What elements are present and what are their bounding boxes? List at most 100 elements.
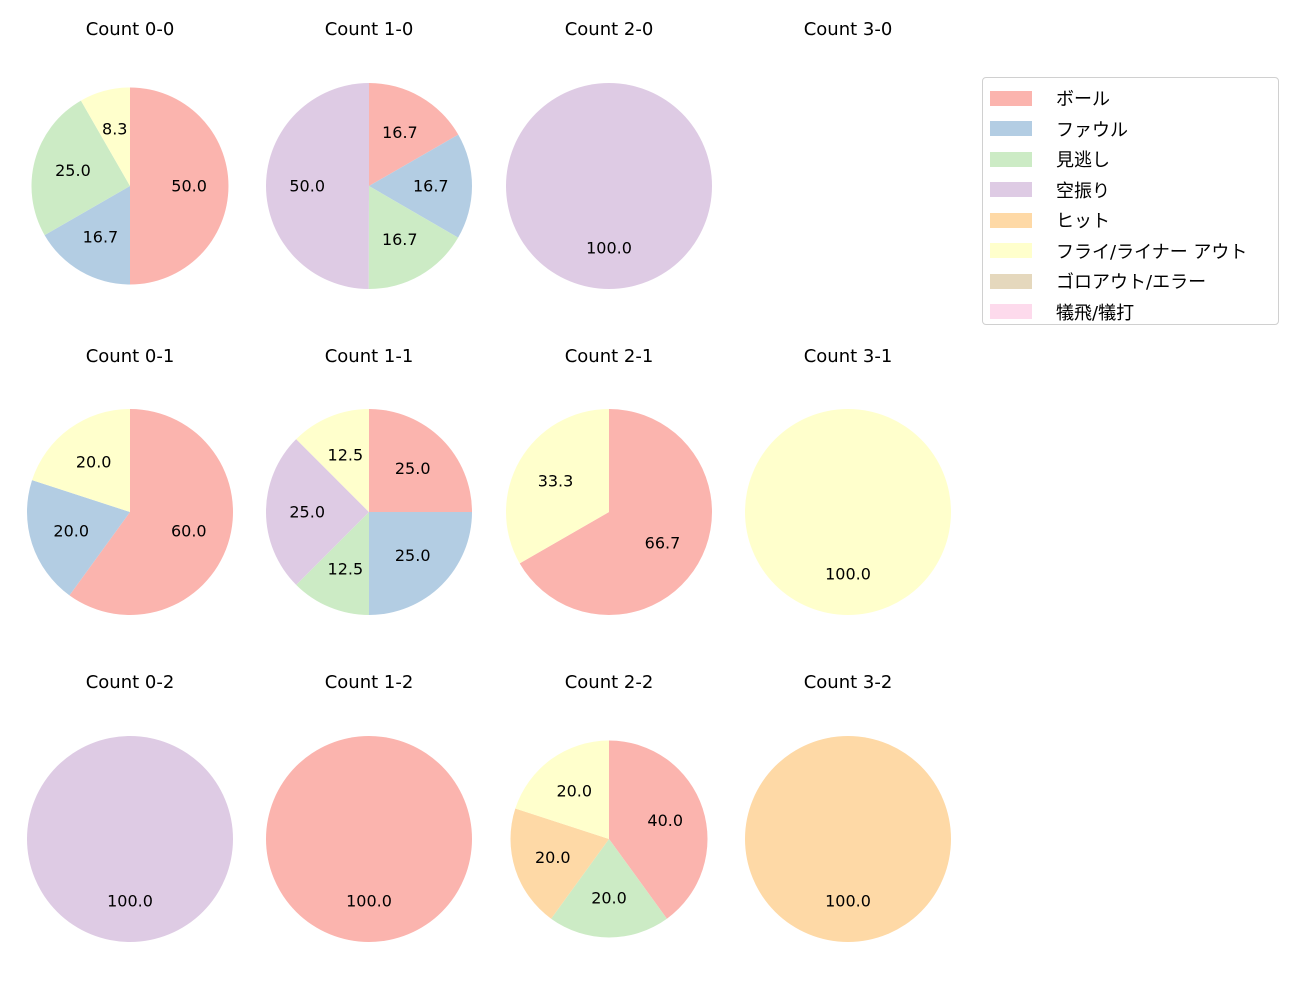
pie-slice-3 <box>27 736 233 942</box>
pie-slice-1 <box>44 186 130 285</box>
legend-item: 空振り <box>983 175 1278 206</box>
pie-slice-5 <box>32 409 130 512</box>
pie-count-3-0: Count 3-0 <box>804 19 893 40</box>
legend-swatch <box>990 273 1032 289</box>
pie-slice-2 <box>296 512 369 615</box>
pie-slice-4 <box>510 808 609 919</box>
slice-label: 8.3 <box>102 119 127 138</box>
pie-slice-5 <box>80 87 130 186</box>
pie-slice-2 <box>368 186 459 289</box>
slice-label: 66.7 <box>645 533 681 552</box>
slice-label: 50.0 <box>289 176 325 195</box>
pie-count-2-2: Count 2-2 40.0 20.0 20.0 20.0 <box>510 672 708 938</box>
pie-slice-5 <box>296 409 369 512</box>
pie-count-1-1: Count 1-1 25.0 25.0 12.5 25.0 12.5 <box>266 346 472 615</box>
pie-slice-2 <box>31 100 130 236</box>
pie-title: Count 2-1 <box>565 346 654 367</box>
pie-count-1-2: Count 1-2 100.0 <box>266 672 472 942</box>
slice-label: 25.0 <box>55 161 91 180</box>
pie-title: Count 2-2 <box>565 672 654 693</box>
pie-title: Count 0-0 <box>86 19 175 40</box>
pie-slice-3 <box>266 83 369 289</box>
slice-label: 16.7 <box>382 230 418 249</box>
slice-label: 33.3 <box>538 472 574 491</box>
pie-slice-1 <box>27 480 130 596</box>
pie-slice-4 <box>745 736 951 942</box>
pie-slice-5 <box>515 740 609 839</box>
pie-title: Count 0-2 <box>86 672 175 693</box>
slice-label: 20.0 <box>535 848 571 867</box>
legend-item: 見逃し <box>983 144 1278 175</box>
legend-swatch <box>990 182 1032 198</box>
slice-label: 40.0 <box>647 811 683 830</box>
pie-title: Count 1-2 <box>325 672 414 693</box>
legend-label: ゴロアウト/エラー <box>1056 272 1207 294</box>
pie-count-3-2: Count 3-2 100.0 <box>745 672 951 942</box>
slice-label: 100.0 <box>586 238 632 257</box>
legend-label: 見逃し <box>1056 150 1110 172</box>
pie-count-0-0: Count 0-0 50.0 16.7 25.0 8.3 <box>31 19 229 285</box>
pie-slice-0 <box>369 83 459 186</box>
pie-slice-0 <box>266 736 472 942</box>
legend-label: 犠飛/犠打 <box>1056 302 1135 324</box>
legend-label: ボール <box>1056 89 1110 111</box>
pie-slice-1 <box>369 134 473 238</box>
legend-swatch <box>990 304 1032 320</box>
legend-swatch <box>990 243 1032 259</box>
legend-item: ゴロアウト/エラー <box>983 266 1278 297</box>
pie-count-2-1: Count 2-1 66.7 33.3 <box>506 346 712 615</box>
pie-slice-1 <box>369 512 472 615</box>
slice-label: 12.5 <box>328 560 364 579</box>
pie-title: Count 1-1 <box>325 346 414 367</box>
pie-slice-0 <box>130 87 229 285</box>
legend-swatch <box>990 212 1032 228</box>
pie-title: Count 2-0 <box>565 19 654 40</box>
slice-label: 20.0 <box>76 453 112 472</box>
pie-count-0-1: Count 0-1 60.0 20.0 20.0 <box>27 346 234 616</box>
pie-slice-3 <box>506 83 712 289</box>
pie-count-2-0: Count 2-0 100.0 <box>506 19 712 289</box>
slice-label: 16.7 <box>83 228 119 247</box>
legend-item: フライ/ライナー アウト <box>983 236 1278 267</box>
pie-title: Count 0-1 <box>86 346 175 367</box>
slice-label: 16.7 <box>382 123 418 142</box>
slice-label: 25.0 <box>395 546 431 565</box>
pie-slice-5 <box>745 409 951 615</box>
slice-label: 60.0 <box>171 522 207 541</box>
slice-label: 25.0 <box>289 503 325 522</box>
slice-label: 16.7 <box>413 177 449 196</box>
legend-label: フライ/ライナー アウト <box>1056 241 1248 263</box>
slice-label: 100.0 <box>825 564 871 583</box>
slice-label: 100.0 <box>346 891 392 910</box>
pie-slice-3 <box>266 439 369 585</box>
slice-label: 25.0 <box>395 459 431 478</box>
pie-slice-0 <box>609 740 708 919</box>
pie-slice-2 <box>551 839 667 938</box>
pie-count-1-0: Count 1-0 16.7 16.7 16.7 50.0 <box>266 19 473 289</box>
slice-label: 50.0 <box>171 177 207 196</box>
pie-slice-0 <box>519 409 712 615</box>
legend: ボールファウル見逃し空振りヒットフライ/ライナー アウト ゴロアウト/エラー 犠飛/… <box>982 77 1279 325</box>
legend-item: ファウル <box>983 114 1278 145</box>
pie-slice-0 <box>69 409 234 616</box>
legend-item: 犠飛/犠打 <box>983 297 1278 328</box>
pie-title: Count 3-1 <box>804 346 893 367</box>
slice-label: 20.0 <box>556 782 592 801</box>
pie-title: Count 3-2 <box>804 672 893 693</box>
legend-item: ヒット <box>983 205 1278 236</box>
pie-count-0-2: Count 0-2 100.0 <box>27 672 233 942</box>
legend-label: ファウル <box>1056 119 1128 141</box>
pie-count-3-1: Count 3-1 100.0 <box>745 346 951 615</box>
legend-item: ボール <box>983 83 1278 114</box>
pie-title: Count 1-0 <box>325 19 414 40</box>
legend-label: ヒット <box>1056 211 1110 233</box>
legend-swatch <box>990 151 1032 167</box>
pie-slice-5 <box>506 409 609 564</box>
legend-label: 空振り <box>1056 180 1110 202</box>
legend-swatch <box>990 121 1032 137</box>
legend-swatch <box>990 90 1032 106</box>
slice-label: 100.0 <box>107 891 153 910</box>
pie-slice-0 <box>369 409 472 512</box>
